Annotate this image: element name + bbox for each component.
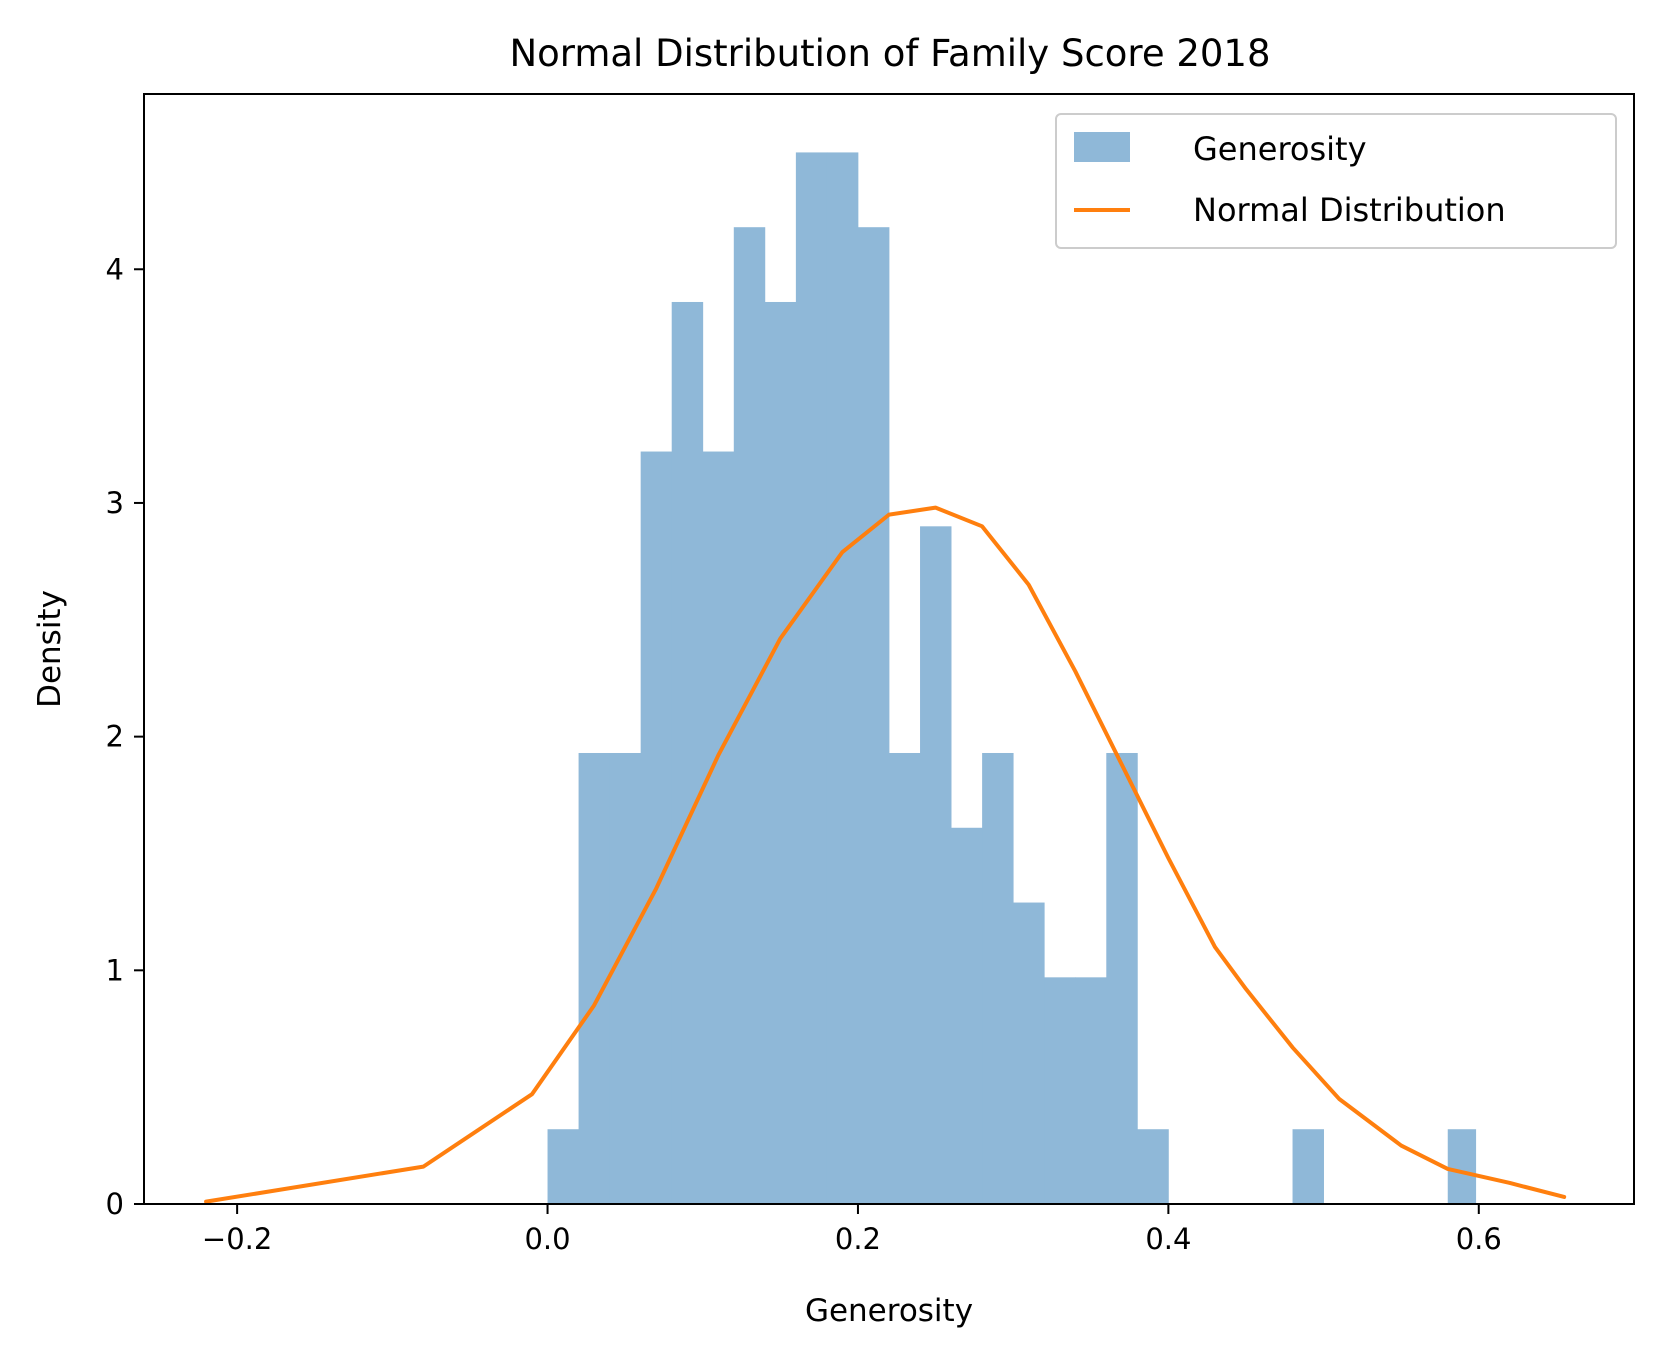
legend-label-generosity: Generosity (1193, 130, 1367, 168)
chart-title: Normal Distribution of Family Score 2018 (509, 32, 1270, 75)
legend-frame (1055, 113, 1617, 249)
x-tick-label: 0.2 (835, 1222, 881, 1256)
histogram-bar (1137, 1129, 1169, 1204)
histogram-bar (1292, 1129, 1324, 1204)
histogram-bar (826, 152, 859, 1205)
x-tick-label: 0.4 (1145, 1222, 1191, 1256)
plot-frame (143, 93, 1635, 1205)
x-axis-ticks: −0.2 0.0 0.2 0.4 0.6 (202, 1204, 1502, 1256)
histogram-bar (951, 827, 983, 1204)
histogram-bar (609, 752, 642, 1204)
legend-swatch-generosity (1074, 132, 1130, 162)
histogram-bar (857, 227, 890, 1204)
histogram-bar (795, 152, 828, 1205)
histogram-bar (764, 301, 797, 1204)
histogram-bar (702, 451, 735, 1204)
x-axis-label: Generosity (805, 1293, 973, 1329)
histogram-bar (1447, 1129, 1477, 1204)
histogram-bar (640, 451, 673, 1204)
normal-curve-layer (204, 505, 1567, 1204)
y-tick-label: 2 (106, 720, 124, 754)
x-tick-label: −0.2 (202, 1222, 272, 1256)
normal-distribution-line (204, 505, 1567, 1204)
y-tick-label: 0 (106, 1187, 124, 1221)
histogram-bars (547, 152, 1477, 1205)
histogram-bar (920, 526, 952, 1204)
histogram-bar (671, 301, 704, 1204)
y-axis-label: Density (32, 590, 68, 708)
histogram-bar (1044, 977, 1076, 1204)
histogram-bar (1013, 902, 1045, 1204)
legend: Generosity Normal Distribution (1055, 113, 1617, 249)
histogram-bar (1106, 752, 1138, 1204)
histogram-bar (547, 1129, 579, 1204)
y-tick-label: 3 (106, 486, 124, 520)
x-tick-label: 0.6 (1456, 1222, 1502, 1256)
y-tick-label: 1 (106, 953, 124, 987)
histogram-bar (889, 752, 921, 1204)
x-tick-label: 0.0 (524, 1222, 570, 1256)
histogram-bar (982, 752, 1014, 1204)
histogram-bar (1075, 977, 1107, 1204)
legend-label-normal-distribution: Normal Distribution (1193, 191, 1506, 229)
y-tick-label: 4 (106, 252, 124, 286)
histogram-bar (578, 752, 611, 1204)
y-axis-ticks: 0 1 2 3 4 (106, 252, 144, 1221)
